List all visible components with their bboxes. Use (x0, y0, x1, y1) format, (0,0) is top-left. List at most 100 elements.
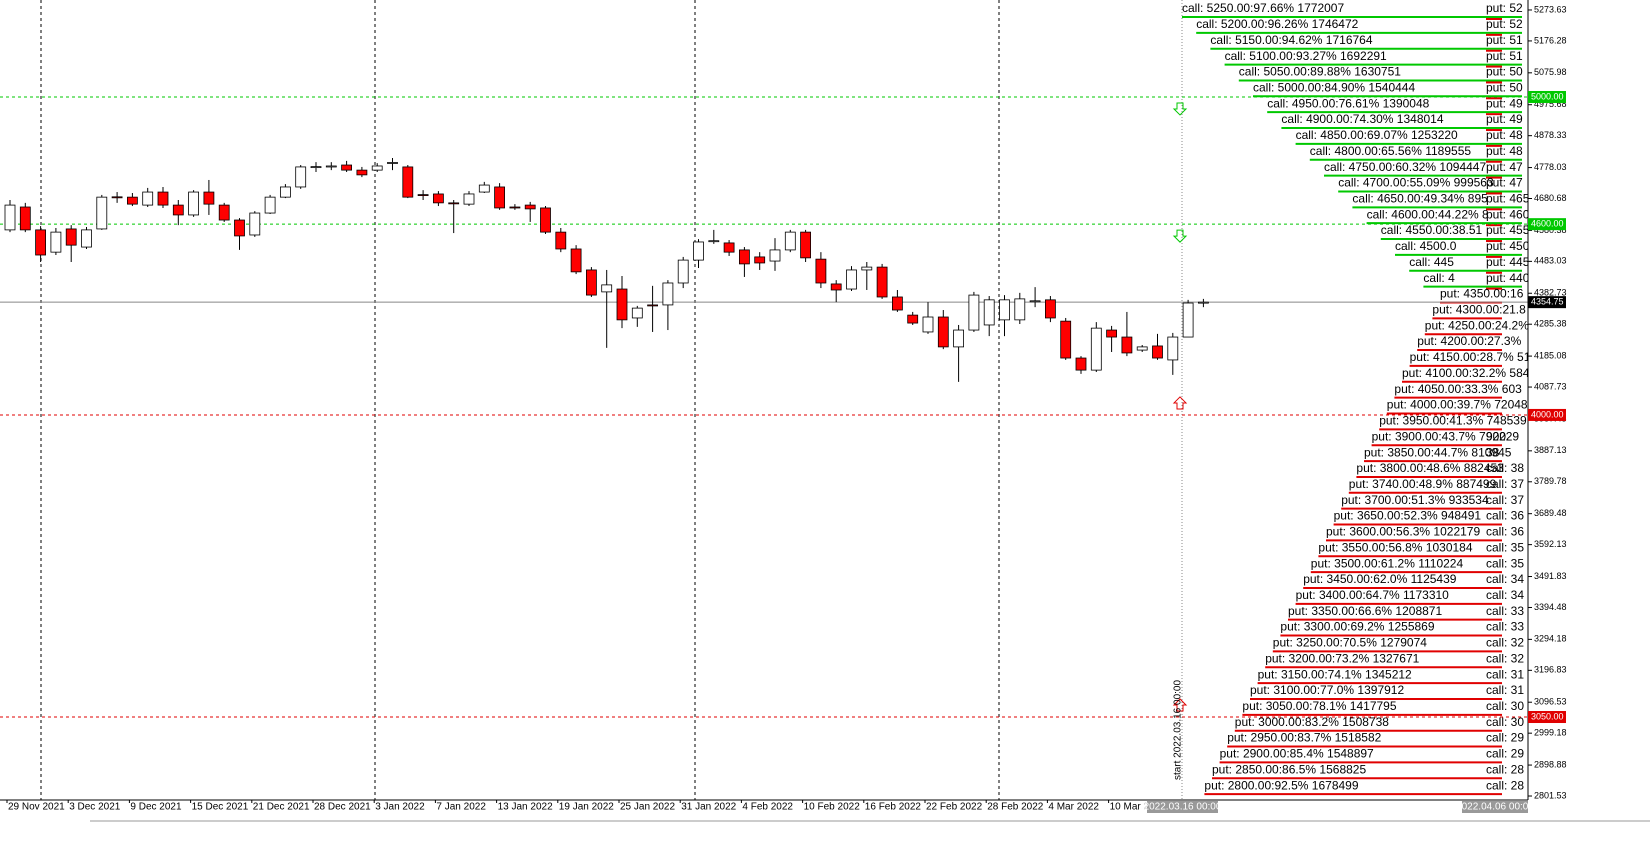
candle-body (983, 299, 995, 326)
candle-body (96, 196, 108, 230)
option-level: put: 3050.00:78.1% 1417795 (1242, 699, 1396, 713)
option-level-right: call: 30 (1486, 699, 1524, 713)
candle-body (1121, 336, 1133, 354)
candle-body (662, 282, 674, 306)
option-level-right: call: 35 (1486, 556, 1524, 570)
candle-body (1029, 300, 1041, 303)
candle-body (264, 196, 276, 214)
candle-body (846, 269, 857, 290)
candle-body (1198, 301, 1209, 304)
option-level: put: 3250.00:70.5% 1279074 (1273, 636, 1427, 650)
price-tag (1528, 711, 1566, 724)
option-level: put: 4350.00:16 (1440, 287, 1524, 301)
candle-body (478, 184, 490, 193)
option-level-right: put: 51 (1486, 33, 1523, 47)
x-tick-label: 21 Dec 2021 (253, 802, 310, 813)
option-level: call: 4950.00:76.61% 1390048 (1267, 96, 1429, 110)
level-arrow (1172, 698, 1188, 712)
candle-body (341, 164, 353, 171)
y-tick-label: 3196.83 (1534, 665, 1567, 675)
x-tick-label: 25 Jan 2022 (620, 802, 675, 813)
candle-body (631, 307, 643, 319)
y-tick-label: 3394.48 (1534, 602, 1567, 612)
candle-body (249, 212, 261, 236)
y-tick-label: 4680.68 (1534, 193, 1567, 203)
candle-body (127, 196, 138, 205)
candle-body (861, 266, 873, 271)
option-level: call: 5250.00:97.66% 1772007 (1182, 1, 1344, 15)
y-tick-label: 4087.73 (1534, 381, 1567, 391)
y-tick-label: 4483.03 (1534, 256, 1567, 266)
option-level: call: 5100.00:93.27% 1692291 (1225, 49, 1387, 63)
candle-body (310, 166, 322, 169)
candle-body (723, 242, 735, 253)
option-level-right: put: 52 (1486, 17, 1523, 31)
candle-body (4, 204, 16, 231)
time-marker-label: 2022.03.16 00:00 (1144, 802, 1222, 813)
time-marker (1147, 801, 1218, 813)
candle-body (1182, 302, 1194, 338)
candle-body (693, 241, 704, 261)
option-level-right: call: 32 (1486, 636, 1524, 650)
option-level-right: put: 50 (1486, 65, 1523, 79)
option-level-right: call: 38 (1486, 461, 1524, 475)
price-tag-label: 4000.00 (1531, 409, 1564, 419)
candle-body (142, 191, 154, 206)
option-level: put: 2800.00:92.5% 1678499 (1204, 778, 1358, 792)
candle-body (570, 248, 582, 273)
start-label: start 2022.03.16 00:00 (1173, 680, 1184, 781)
x-tick-label: 28 Dec 2021 (314, 802, 371, 813)
candle-body (188, 191, 200, 216)
option-level-right: call: 35 (1486, 540, 1524, 554)
candle-body (1014, 298, 1026, 321)
candle-body (754, 256, 766, 264)
candle-body (907, 314, 919, 324)
y-tick-label: 3491.83 (1534, 571, 1567, 581)
candle-body (922, 316, 934, 333)
candle-body (50, 231, 62, 253)
option-level-right: put: 50 (1486, 80, 1523, 94)
x-tick-label: 22 Feb 2022 (926, 802, 983, 813)
candle-body (218, 204, 230, 221)
y-tick-label: 5176.28 (1534, 35, 1567, 45)
option-level-right: put: 51 (1486, 49, 1523, 63)
option-level: put: 3700.00:51.3% 933534 (1341, 493, 1489, 507)
option-level-right: put: 4550 (1486, 223, 1536, 237)
candle-body (1090, 327, 1102, 371)
option-level: put: 3650.00:52.3% 948491 (1334, 509, 1482, 523)
option-level: put: 3950.00:41.3% 748539 (1379, 414, 1527, 428)
x-tick-label: 29 Nov 2021 (8, 802, 65, 813)
x-tick-label: 16 Feb 2022 (865, 802, 922, 813)
option-level-right: call: 34 (1486, 572, 1524, 586)
option-level: call: 4850.00:69.07% 1253220 (1296, 128, 1458, 142)
option-level: call: 4600.00:44.22% 8 (1367, 207, 1489, 221)
option-level: put: 3000.00:83.2% 1508738 (1235, 715, 1389, 729)
candle-body (677, 259, 689, 284)
option-level: put: 4100.00:32.2% 584 (1402, 366, 1530, 380)
level-arrow (1172, 102, 1188, 116)
candle-body (279, 186, 291, 198)
candle-body (1106, 329, 1117, 338)
y-tick-label: 3294.18 (1534, 634, 1567, 644)
option-level: put: 2850.00:86.5% 1568825 (1212, 762, 1366, 776)
option-level: put: 2900.00:85.4% 1548897 (1220, 747, 1374, 761)
option-level-right: call: 34 (1486, 588, 1524, 602)
option-level: put: 2950.00:83.7% 1518582 (1227, 731, 1381, 745)
x-tick-label: 4 Mar 2022 (1048, 802, 1099, 813)
candle-body (35, 229, 46, 256)
time-marker (1462, 801, 1528, 813)
price-tag (1528, 408, 1566, 421)
candle-body (157, 191, 169, 206)
y-tick-label: 3689.48 (1534, 508, 1567, 518)
option-level: call: 4650.00:49.34% 895 (1352, 191, 1488, 205)
candle-body (295, 166, 307, 188)
option-level-right: put: 4650 (1486, 191, 1536, 205)
option-level: put: 4200.00:27.3% (1417, 334, 1521, 348)
candle-body (601, 284, 613, 293)
candle-body (402, 166, 414, 198)
option-level: call: 5000.00:84.90% 1540444 (1253, 80, 1415, 94)
x-tick-label: 3 Dec 2021 (69, 802, 121, 813)
option-level: put: 4300.00:21.8 (1432, 303, 1526, 317)
candle-body (524, 204, 536, 210)
